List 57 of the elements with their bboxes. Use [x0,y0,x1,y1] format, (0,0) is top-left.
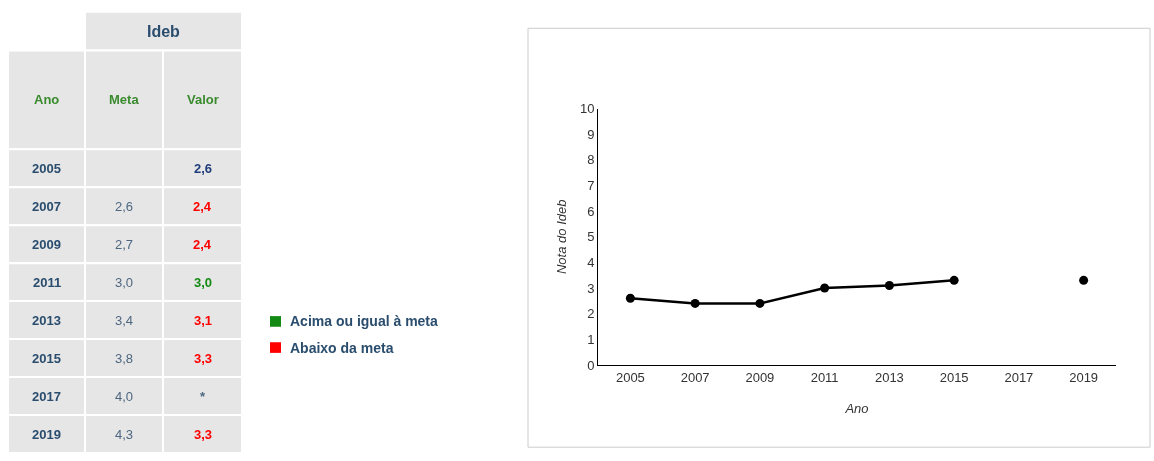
y-tick-label: 2009 [32,237,61,252]
x-tick-label: 2011 [810,369,839,385]
data-label: 2,7 [115,237,134,252]
text: * [200,389,206,404]
y-tick-label: 2011 [33,275,62,290]
y-tick-label: 4 [587,254,595,270]
point [625,293,635,303]
x-tick-label: 2009 [745,369,775,385]
x-tick-label: 2019 [1069,369,1099,385]
data-label: 3,3 [194,427,213,442]
point [884,280,894,290]
y-tick-label: 10 [579,101,595,117]
x-tick-label: 2007 [680,369,710,385]
data-label: 3,1 [194,313,213,328]
y-tick-label: 6 [587,203,595,219]
y-tick-label: 2013 [32,313,61,328]
point [1079,275,1089,285]
x-tick-label: 2017 [1004,369,1034,385]
data-label: 3,4 [115,313,134,328]
y-tick-label: 2015 [32,351,61,366]
x-tick-label: 2013 [874,369,904,385]
chart-title: Ideb [147,23,181,40]
text: Acima ou igual à meta [290,313,439,329]
y-tick-label: 1 [587,331,595,347]
y-tick-label: 8 [587,152,595,168]
y-tick-label: 0 [587,357,595,373]
data-label: 4,0 [115,389,134,404]
y-tick-label: 9 [587,126,595,142]
y-tick-label: 2 [587,306,595,322]
text: Abaixo da meta [290,340,394,356]
x-tick-label: Meta [109,92,140,107]
point [949,275,959,285]
y-tick-label: 2017 [32,389,61,404]
y-tick-label: 2019 [32,427,61,442]
data-label: 2,4 [193,237,212,252]
y-tick-label: 2007 [32,199,61,214]
data-label: 4,3 [115,427,134,442]
x-tick-label: 2015 [939,369,969,385]
x-axis-title: Ano [844,401,869,417]
data-label: 2,4 [193,199,212,214]
y-tick-label: 2005 [32,161,61,176]
x-tick-label: 2005 [615,369,645,385]
y-tick-label: 3 [587,280,595,296]
data-label: 3,0 [194,275,213,290]
data-label: 3,0 [115,275,134,290]
y-tick-label: 7 [587,178,595,194]
y-axis-title: Ano [34,92,60,107]
y-tick-label: 5 [587,229,595,245]
data-label: 2,6 [194,161,213,176]
point [820,283,830,293]
x-tick-label: Valor [187,92,219,107]
data-label: 2,6 [115,199,134,214]
data-label: 3,8 [115,351,134,366]
point [690,298,700,308]
data-label: 3,3 [194,351,213,366]
y-axis-title: Nota do Ideb [553,199,569,274]
point [755,298,765,308]
